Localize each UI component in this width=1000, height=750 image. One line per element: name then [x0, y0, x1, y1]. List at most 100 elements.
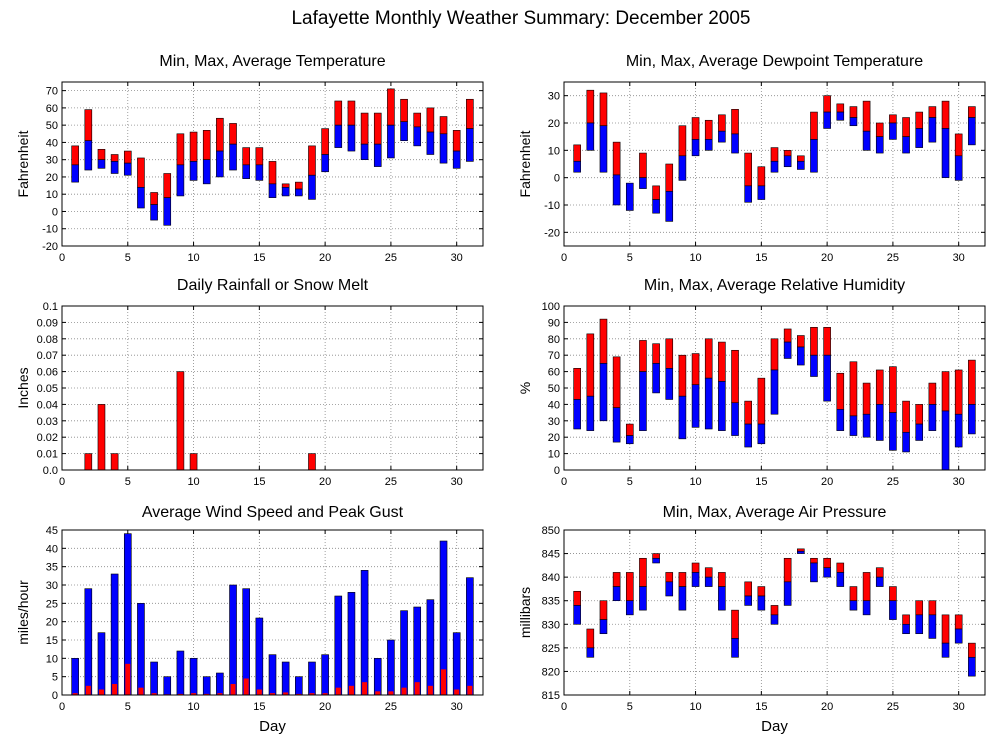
pressure-bar-upper-day-20 [823, 557, 831, 569]
rain-xtick-label: 0 [59, 476, 65, 488]
pressure-bar-upper-day-12 [718, 572, 726, 587]
pressure-bar-lower-day-12 [718, 586, 726, 611]
wind-avg-bar-day-20 [322, 693, 328, 695]
humidity-bar-lower-day-12 [718, 381, 726, 431]
pressure-bar-upper-day-2 [586, 628, 595, 649]
rain-xtick-label: 15 [253, 476, 265, 488]
temp-bar-upper-day-12 [216, 117, 224, 152]
wind-ytick-label: 25 [46, 598, 58, 610]
humidity-bar-lower-day-5 [625, 435, 634, 445]
temp-bar-upper-day-23 [360, 112, 369, 145]
rain-ytick-label: 0.04 [37, 399, 58, 411]
wind-avg-bar-day-19 [309, 693, 315, 695]
humidity-bar-upper-day-14 [744, 400, 752, 425]
pressure-bar-lower-day-3 [599, 619, 608, 635]
temp-bar-upper-day-6 [137, 157, 145, 188]
wind-gust-bar-day-18 [295, 676, 303, 696]
dewpoint-bar-lower-day-9 [678, 155, 687, 181]
pressure-xtick-label: 15 [755, 701, 767, 713]
humidity-bar-lower-day-2 [586, 395, 595, 431]
wind-gust-bar-day-24 [373, 658, 382, 696]
temp-xtick-label: 0 [59, 252, 65, 264]
wind-gust-bar-day-22 [347, 592, 356, 696]
rain-ytick-label: 0.02 [37, 432, 58, 444]
wind-avg-bar-day-30 [454, 689, 460, 695]
temp-xtick-label: 5 [125, 252, 131, 264]
dewpoint-bar-upper-day-14 [744, 152, 752, 187]
temp-plot-frame [61, 81, 484, 247]
pressure-ytick-label: 815 [542, 690, 560, 702]
wind-xtick-label: 0 [59, 701, 65, 713]
temp-ylabel: Fahrenheit [15, 130, 31, 197]
pressure-bar-upper-day-18 [797, 548, 805, 552]
humidity-ytick-label: 100 [542, 301, 560, 313]
humidity-bar-upper-day-30 [954, 369, 963, 415]
temp-bar-lower-day-16 [268, 183, 277, 198]
pressure-bar-upper-day-23 [862, 572, 871, 602]
humidity-bar-lower-day-13 [731, 402, 739, 436]
temp-ytick-label: -10 [42, 224, 58, 236]
dewpoint-ytick-label: -20 [544, 227, 560, 239]
temp-bar-upper-day-26 [400, 98, 408, 123]
temp-bar-lower-day-15 [255, 164, 264, 181]
rain-bar-day-4 [110, 453, 119, 471]
temp-bar-lower-day-25 [387, 124, 395, 159]
dewpoint-bar-lower-day-26 [902, 136, 910, 154]
humidity-bar-upper-day-18 [797, 335, 805, 348]
wind-xtick-label: 10 [187, 701, 199, 713]
dewpoint-bar-upper-day-4 [612, 141, 621, 176]
humidity-bar-upper-day-10 [691, 353, 700, 386]
rain-bar-day-9 [176, 371, 185, 471]
pressure-bar-upper-day-22 [849, 586, 858, 602]
temp-ytick-label: 30 [46, 155, 58, 167]
pressure-ytick-label: 850 [542, 525, 560, 537]
pressure-bar-lower-day-26 [902, 623, 910, 635]
rain-ylabel: Inches [15, 367, 31, 408]
temp-bar-lower-day-7 [150, 204, 158, 221]
humidity-ylabel: % [517, 382, 533, 394]
wind-avg-bar-day-13 [230, 684, 236, 695]
wind-ytick-label: 30 [46, 580, 58, 592]
humidity-bar-upper-day-26 [902, 400, 910, 433]
dewpoint-xtick-label: 15 [755, 252, 767, 264]
rain-xtick-label: 5 [125, 476, 131, 488]
humidity-bar-upper-day-3 [599, 318, 608, 364]
temp-xtick-label: 25 [385, 252, 397, 264]
dewpoint-bar-upper-day-31 [968, 106, 976, 118]
pressure-bar-lower-day-21 [836, 572, 845, 587]
humidity-bar-upper-day-5 [625, 423, 634, 436]
dewpoint-bar-lower-day-8 [665, 191, 674, 222]
pressure-chart: Min, Max, Average Air Pressure 815 820 825 8… [517, 504, 986, 735]
dewpoint-bar-upper-day-27 [915, 111, 924, 129]
humidity-xtick-label: 5 [627, 476, 633, 488]
wind-avg-bar-day-3 [98, 689, 104, 695]
humidity-ytick-label: 20 [548, 432, 560, 444]
pressure-bar-lower-day-16 [770, 614, 779, 625]
wind-ytick-label: 10 [46, 653, 58, 665]
rain-chart: Daily Rainfall or Snow Melt 0.0 0.01 0.02 0.… [15, 277, 484, 488]
temp-xtick-label: 30 [451, 252, 463, 264]
dewpoint-bar-upper-day-9 [678, 125, 687, 157]
dewpoint-bar-lower-day-18 [797, 160, 805, 170]
humidity-bar-upper-day-25 [889, 366, 897, 413]
temp-bar-upper-day-16 [268, 161, 277, 185]
dewpoint-bar-lower-day-23 [862, 130, 871, 151]
humidity-ytick-label: 60 [548, 367, 560, 379]
pressure-ylabel: millibars [517, 587, 533, 638]
humidity-bar-lower-day-4 [612, 407, 621, 443]
humidity-bar-lower-day-29 [941, 410, 950, 471]
pressure-xtick-label: 10 [689, 701, 701, 713]
temp-bar-lower-day-26 [400, 121, 408, 141]
wind-gust-bar-day-11 [202, 676, 211, 696]
wind-avg-bar-day-22 [348, 685, 354, 695]
wind-avg-bar-day-14 [243, 678, 249, 695]
pressure-bar-lower-day-27 [915, 614, 924, 635]
humidity-xtick-label: 15 [755, 476, 767, 488]
wind-gust-bar-day-20 [321, 654, 329, 696]
humidity-ytick-label: 40 [548, 399, 560, 411]
dewpoint-bar-upper-day-11 [704, 119, 713, 140]
pressure-bar-upper-day-4 [612, 572, 621, 587]
temp-bar-upper-day-31 [466, 98, 474, 129]
humidity-bar-lower-day-31 [968, 404, 976, 435]
